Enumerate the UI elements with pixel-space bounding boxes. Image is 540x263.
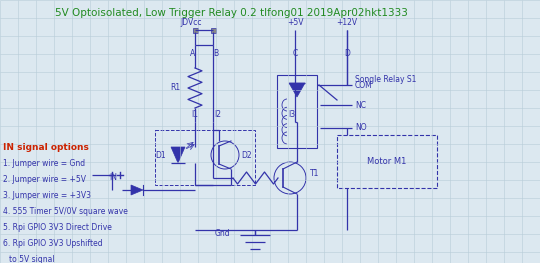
Text: COM: COM	[355, 80, 373, 89]
Text: 6. Rpi GPIO 3V3 Upshifted: 6. Rpi GPIO 3V3 Upshifted	[3, 239, 103, 248]
Text: 5. Rpi GPIO 3V3 Direct Drive: 5. Rpi GPIO 3V3 Direct Drive	[3, 223, 112, 232]
Text: A: A	[191, 49, 195, 58]
Text: Gnd: Gnd	[214, 229, 230, 237]
Text: C: C	[292, 49, 298, 58]
Bar	[277, 75, 317, 148]
Text: D2: D2	[241, 150, 252, 159]
Text: I3: I3	[288, 110, 295, 119]
Text: NC: NC	[355, 100, 366, 109]
Text: +12V: +12V	[336, 18, 357, 27]
Text: B: B	[213, 49, 219, 58]
Text: I1: I1	[192, 110, 199, 119]
Text: Motor M1: Motor M1	[367, 156, 407, 165]
Text: D1: D1	[156, 150, 166, 159]
Text: IN signal options: IN signal options	[3, 143, 89, 152]
Bar	[155, 130, 255, 185]
Polygon shape	[289, 83, 305, 97]
Bar	[193, 28, 198, 33]
Text: D: D	[344, 49, 350, 58]
Text: to 5V signal: to 5V signal	[9, 255, 55, 263]
Text: Songle Relay S1: Songle Relay S1	[355, 75, 416, 84]
Bar	[211, 28, 216, 33]
Text: +5V: +5V	[287, 18, 303, 27]
Text: IN: IN	[109, 173, 117, 182]
Text: 2. Jumper wire = +5V: 2. Jumper wire = +5V	[3, 175, 86, 184]
Text: R1: R1	[170, 83, 180, 93]
Text: I2: I2	[214, 110, 221, 119]
Text: 5V Optoisolated, Low Trigger Relay 0.2 tlfong01 2019Apr02hkt1333: 5V Optoisolated, Low Trigger Relay 0.2 t…	[55, 8, 408, 18]
Polygon shape	[131, 185, 143, 195]
Text: 1. Jumper wire = Gnd: 1. Jumper wire = Gnd	[3, 159, 85, 168]
Polygon shape	[171, 147, 185, 163]
Text: T1: T1	[310, 169, 319, 178]
Text: 4. 555 Timer 5V/0V square wave: 4. 555 Timer 5V/0V square wave	[3, 207, 128, 216]
Text: NO: NO	[355, 124, 367, 133]
Text: 3. Jumper wire = +3V3: 3. Jumper wire = +3V3	[3, 191, 91, 200]
Text: JDVcc: JDVcc	[180, 18, 201, 27]
Bar	[337, 135, 437, 188]
